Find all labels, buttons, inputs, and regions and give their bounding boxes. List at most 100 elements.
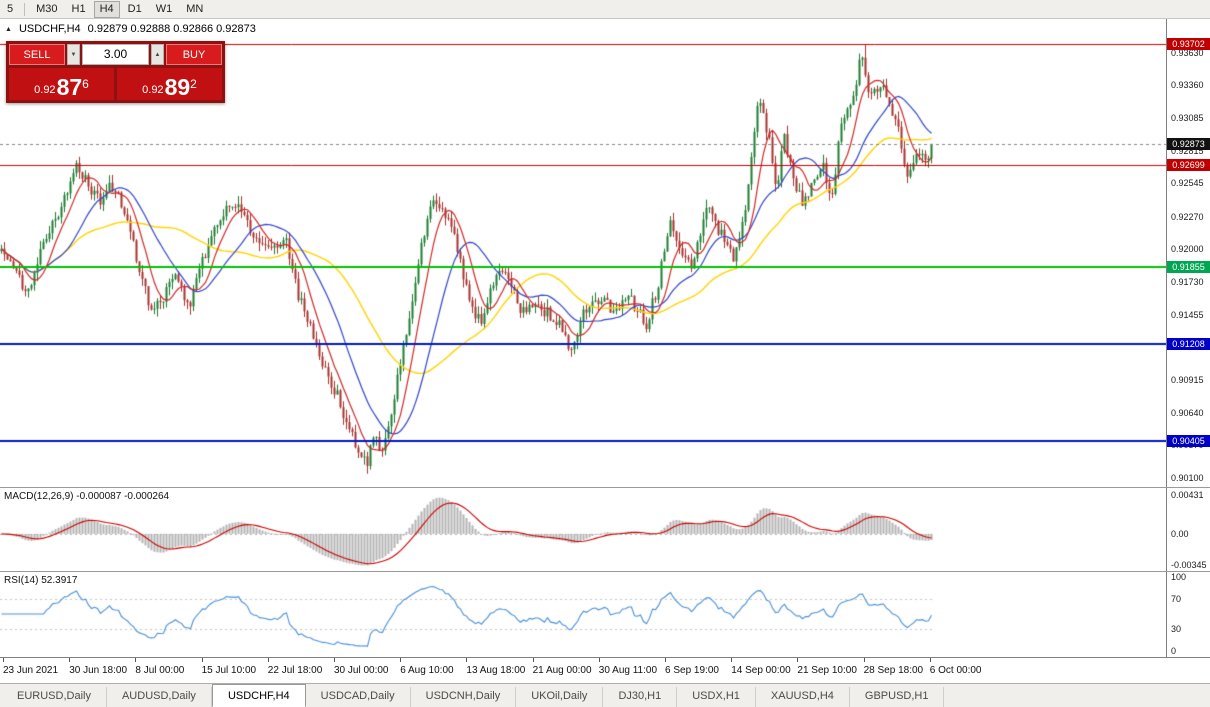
time-axis-label: 28 Sep 18:00 <box>863 665 924 676</box>
time-axis-label: 13 Aug 18:00 <box>466 665 526 676</box>
timeframe-button-d1[interactable]: D1 <box>122 1 148 18</box>
time-axis-label: 23 Jun 2021 <box>3 665 59 676</box>
time-axis-tick <box>665 658 666 662</box>
price-axis-tick: 0.92815 <box>1171 145 1204 156</box>
time-axis-label: 8 Jul 00:00 <box>135 665 185 676</box>
trade-controls-row: SELL ▼ 3.00 ▲ BUY <box>9 44 222 65</box>
chart-ohlc-label: 0.92879 0.92888 0.92866 0.92873 <box>87 23 256 35</box>
time-axis-tick <box>797 658 799 662</box>
buy-price-point: 2 <box>190 77 197 91</box>
price-axis[interactable]: 0.93630 0.93360 0.93085 0.92815 0.92545 0.922… <box>1166 19 1210 487</box>
buy-price-pips: 89 <box>164 74 191 100</box>
price-axis-tick: 0.92270 <box>1171 211 1204 222</box>
time-axis-label: 6 Aug 10:00 <box>400 665 454 676</box>
buy-button[interactable]: BUY <box>166 44 222 65</box>
time-axis-tick <box>929 658 931 662</box>
timeframe-button-m30[interactable]: M30 <box>30 1 63 18</box>
timeframe-button-5[interactable]: 5 <box>1 1 19 18</box>
time-axis-tick <box>267 658 269 662</box>
sell-price-prefix: 0.92 <box>34 84 56 96</box>
price-badge-0.90405: 0.90405 <box>1167 435 1210 448</box>
price-axis-tick: 0.93360 <box>1171 80 1204 91</box>
time-axis-label: 30 Aug 11:00 <box>598 665 657 676</box>
time-axis-label: 14 Sep 00:00 <box>731 665 791 676</box>
rsi-axis[interactable]: 100 70 30 0 <box>1166 572 1210 657</box>
chart-tab-dj30-h1[interactable]: DJ30,H1 <box>603 687 678 707</box>
price-axis-tick: 0.92000 <box>1171 244 1204 255</box>
time-axis-label: 15 Jul 10:00 <box>201 665 257 676</box>
price-axis-tick: 0.93630 <box>1171 47 1204 58</box>
chart-tab-usdchf-h4[interactable]: USDCHF,H4 <box>211 684 306 707</box>
volume-input[interactable]: 3.00 <box>82 44 149 65</box>
price-axis-tick: 0.90915 <box>1171 374 1204 385</box>
time-axis-tick <box>863 658 865 662</box>
timeframe-toolbar: 5 M30 H1 H4 D1 W1 MN <box>0 0 1210 19</box>
macd-axis[interactable]: 0.00431 0.00 -0.00345 <box>1166 488 1210 571</box>
rsi-canvas[interactable] <box>0 572 1166 657</box>
timeframe-button-h4[interactable]: H4 <box>93 0 120 18</box>
chart-tab-gbpusd-h1[interactable]: GBPUSD,H1 <box>850 687 945 707</box>
price-axis-tick: 0.91455 <box>1171 309 1204 320</box>
time-axis-tick <box>69 658 71 662</box>
timeframe-button-mn[interactable]: MN <box>180 1 209 18</box>
time-axis-label: 30 Jun 18:00 <box>69 665 128 676</box>
time-axis-label: 22 Jul 18:00 <box>267 665 323 676</box>
time-axis-tick <box>598 658 600 662</box>
volume-increase-button[interactable]: ▲ <box>151 44 164 65</box>
price-badge-0.93702: 0.93702 <box>1167 38 1210 50</box>
one-click-collapse-icon[interactable]: ▲ <box>5 25 12 33</box>
sell-price-display[interactable]: 0.92 87 6 <box>9 68 114 100</box>
price-axis-tick: 0.90100 <box>1171 473 1204 483</box>
timeframe-button-w1[interactable]: W1 <box>150 1 179 18</box>
time-axis-label: 21 Aug 00:00 <box>532 665 592 676</box>
price-badge-0.92873: 0.92873 <box>1167 137 1210 150</box>
rsi-label: RSI(14) 52.3917 <box>4 575 78 586</box>
price-badge-0.91208: 0.91208 <box>1167 338 1210 351</box>
chart-tab-usdcnh-daily[interactable]: USDCNH,Daily <box>411 687 517 707</box>
trade-prices-row: 0.92 87 6 0.92 89 2 <box>9 68 222 100</box>
toolbar-separator <box>24 2 26 16</box>
chart-tab-eurusd-daily[interactable]: EURUSD,Daily <box>2 687 107 707</box>
price-badge-0.92699: 0.92699 <box>1167 158 1210 171</box>
time-axis-tick <box>135 658 137 662</box>
chart-tab-audusd-daily[interactable]: AUDUSD,Daily <box>107 687 212 707</box>
rsi-axis-tick: 0 <box>1171 646 1177 656</box>
time-axis-tick <box>400 658 402 662</box>
macd-canvas[interactable] <box>0 488 1166 571</box>
chart-tab-usdx-h1[interactable]: USDX,H1 <box>677 687 756 707</box>
chart-title: ▲ USDCHF,H4 0.92879 0.92888 0.92866 0.92… <box>5 23 256 35</box>
chart-tab-xauusd-h4[interactable]: XAUUSD,H4 <box>756 687 850 707</box>
time-axis-tick <box>466 658 468 662</box>
sell-price-point: 6 <box>82 77 89 91</box>
time-axis-label: 6 Sep 19:00 <box>665 665 719 676</box>
time-axis-tick <box>334 658 335 662</box>
volume-decrease-button[interactable]: ▼ <box>67 44 80 65</box>
time-axis[interactable]: 23 Jun 2021 30 Jun 18:00 8 Jul 00:00 15 Jul… <box>0 657 1210 683</box>
chart-symbol-label: USDCHF,H4 <box>18 23 81 35</box>
rsi-axis-tick: 70 <box>1171 594 1182 605</box>
time-axis-tick <box>731 658 733 662</box>
buy-price-prefix: 0.92 <box>142 84 164 96</box>
time-axis-label: 6 Oct 00:00 <box>929 665 982 676</box>
price-axis-tick: 0.90640 <box>1171 407 1204 418</box>
rsi-indicator-panel: 100 70 30 0 RSI(14) 52.3917 <box>0 571 1210 657</box>
price-badge-0.91855: 0.91855 <box>1167 260 1210 273</box>
rsi-axis-tick: 100 <box>1171 572 1187 582</box>
macd-axis-tick: -0.00345 <box>1171 560 1207 570</box>
chart-tab-ukoil-daily[interactable]: UKOil,Daily <box>516 687 604 707</box>
price-axis-tick: 0.91730 <box>1171 276 1204 287</box>
time-axis-label: 21 Sep 10:00 <box>797 665 857 676</box>
buy-price-display[interactable]: 0.92 89 2 <box>117 68 222 100</box>
timeframe-button-h1[interactable]: H1 <box>66 1 92 18</box>
macd-axis-tick: 0.00431 <box>1171 490 1204 500</box>
chart-tab-usdcad-daily[interactable]: USDCAD,Daily <box>306 687 411 707</box>
rsi-axis-tick: 30 <box>1171 623 1182 634</box>
main-chart-panel: 0.93630 0.93360 0.93085 0.92815 0.92545 0.922… <box>0 19 1210 487</box>
time-axis-tick <box>201 658 203 662</box>
sell-price-pips: 87 <box>56 74 83 100</box>
chart-tabs-bar: EURUSD,Daily AUDUSD,Daily USDCHF,H4 USDCAD,… <box>0 683 1210 707</box>
macd-indicator-panel: 0.00431 0.00 -0.00345 MACD(12,26,9) -0.000… <box>0 487 1210 571</box>
sell-button[interactable]: SELL <box>9 44 65 65</box>
one-click-trade-panel: SELL ▼ 3.00 ▲ BUY 0.92 87 6 0.92 89 2 <box>6 41 225 103</box>
